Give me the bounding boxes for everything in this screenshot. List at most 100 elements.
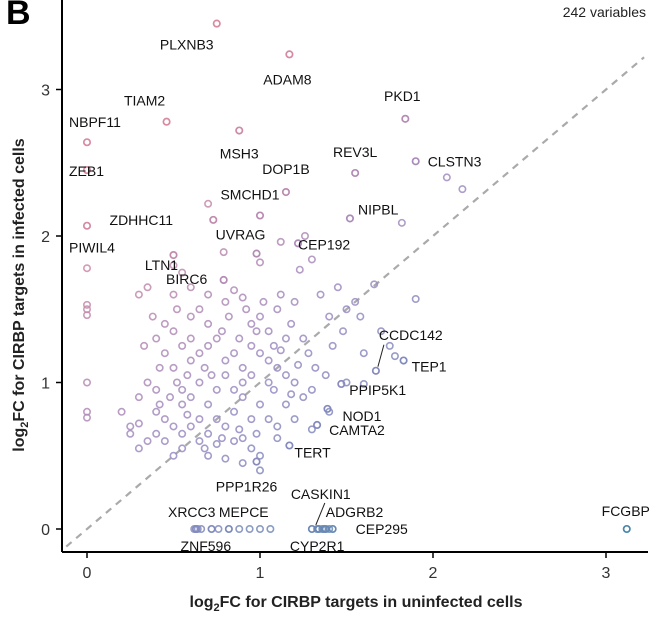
point-label-ppip5k1: PPIP5K1 [349, 382, 406, 398]
data-point [160, 319, 169, 328]
data-point [200, 363, 209, 372]
data-point [204, 319, 213, 328]
point-label-znf596: ZNF596 [181, 538, 232, 554]
data-point [212, 415, 221, 424]
data-point [342, 378, 351, 387]
data-point [339, 327, 348, 336]
data-point [321, 371, 330, 380]
data-point [281, 371, 290, 380]
data-point [385, 341, 394, 350]
data-point [172, 378, 181, 387]
point-label-piwil4: PIWIL4 [69, 240, 115, 256]
data-point [255, 524, 264, 533]
leader-line-caskin1 [315, 502, 326, 526]
data-point [140, 341, 149, 350]
data-point-ppp1r26 [252, 457, 261, 466]
panel-letter: B [6, 0, 31, 32]
data-point [186, 393, 195, 402]
x-axis-title: log2FC for CIRBP targets in uninfected c… [189, 594, 523, 615]
data-point [273, 305, 282, 314]
point-label-uvrag: UVRAG [216, 227, 266, 243]
point-label-adgrb2: ADGRB2 [326, 504, 384, 520]
data-point [221, 422, 230, 431]
data-point [390, 352, 399, 361]
data-point-birc6 [219, 275, 228, 285]
data-point [117, 407, 126, 416]
y-tick-label: 3 [41, 83, 50, 100]
data-point [160, 437, 169, 446]
data-point [238, 459, 247, 468]
data-point-smchd1 [255, 211, 265, 220]
point-label-tiam2: TIAM2 [124, 93, 165, 109]
data-point [287, 390, 296, 399]
data-point [221, 297, 230, 306]
data-point [276, 346, 285, 355]
data-point-tiam2 [162, 117, 171, 126]
data-point [134, 290, 143, 299]
point-label-adam8: ADAM8 [263, 71, 311, 87]
data-point [397, 218, 406, 227]
points-layer [82, 19, 631, 534]
data-point [238, 293, 247, 302]
data-point [281, 334, 290, 343]
data-point-ltn1 [169, 250, 178, 260]
data-point [307, 425, 316, 434]
variable-count-label: 242 variables [562, 4, 646, 20]
data-point-plxnb3 [212, 19, 221, 28]
data-point-nod1 [323, 404, 332, 413]
data-point [217, 327, 226, 336]
data-point [290, 378, 299, 387]
data-point [276, 290, 285, 299]
data-point [126, 429, 135, 438]
data-point-cep192 [294, 239, 303, 248]
data-point [152, 407, 161, 416]
data-point [299, 334, 308, 343]
data-point [370, 280, 379, 289]
data-point [356, 312, 365, 321]
point-label-xrcc3: XRCC3 [168, 504, 216, 520]
data-point [411, 294, 420, 303]
point-label-ccdc142: CCDC142 [379, 327, 443, 343]
data-point [325, 312, 334, 321]
data-point [186, 283, 195, 292]
data-point [316, 290, 325, 299]
data-point [304, 349, 313, 358]
data-point [221, 454, 230, 463]
data-point [83, 378, 92, 387]
point-label-clstn3: CLSTN3 [428, 153, 482, 169]
data-point [247, 444, 256, 453]
data-point [186, 312, 195, 321]
data-point [287, 319, 296, 328]
data-point-cep295 [328, 524, 337, 534]
point-label-fcgbp: FCGBP [602, 503, 650, 519]
data-point [273, 363, 282, 372]
data-point [230, 286, 239, 295]
data-point [178, 385, 187, 394]
point-label-zdhhc11: ZDHHC11 [110, 212, 174, 228]
point-label-plxnb3: PLXNB3 [160, 37, 214, 53]
data-point [252, 429, 261, 438]
data-point [155, 400, 164, 409]
data-point [217, 434, 226, 443]
data-point [169, 422, 178, 431]
data-point [259, 297, 268, 306]
data-point [143, 283, 152, 292]
data-point-nbpf11 [82, 138, 92, 147]
data-point-ppip5k1 [337, 379, 346, 389]
data-point [143, 437, 152, 446]
data-point [273, 422, 282, 431]
data-point-pkd1 [401, 114, 410, 123]
data-point [204, 451, 213, 460]
reference-line-y-equals-x [65, 56, 645, 548]
data-point [273, 434, 282, 443]
data-point [255, 400, 264, 409]
y-tick-label: 0 [41, 522, 50, 539]
data-point [247, 341, 256, 350]
data-point [252, 327, 261, 336]
data-point [186, 356, 195, 365]
point-label-ltn1: LTN1 [145, 257, 178, 273]
data-point [247, 371, 256, 380]
data-point [134, 419, 143, 428]
data-point [186, 422, 195, 431]
data-point [197, 524, 206, 533]
